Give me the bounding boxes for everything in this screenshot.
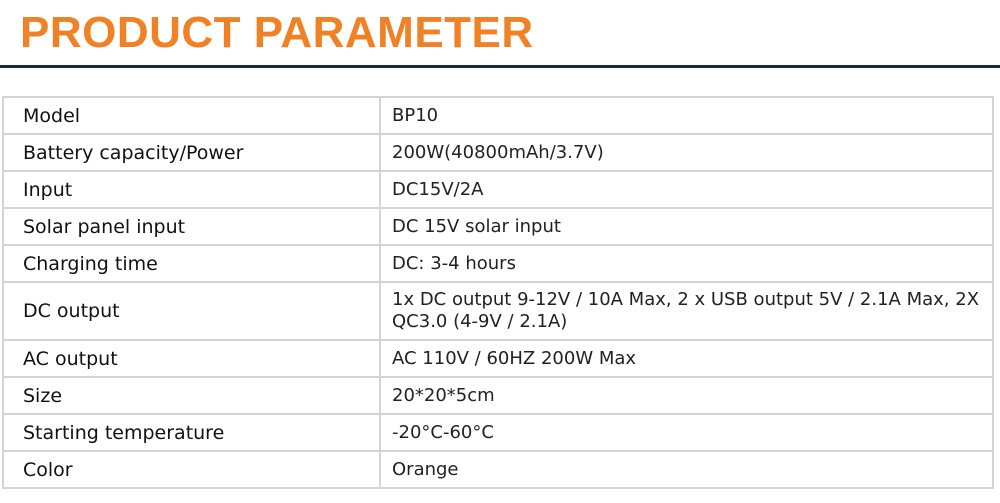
parameter-value: Orange [379, 450, 994, 489]
table-row: Battery capacity/Power 200W(40800mAh/3.7V… [2, 133, 994, 172]
parameter-value: DC15V/2A [379, 170, 994, 209]
parameter-value: 1x DC output 9-12V / 10A Max, 2 x USB ou… [379, 281, 994, 341]
parameter-label: Input [2, 170, 381, 209]
parameter-value: -20°C-60°C [379, 413, 994, 452]
parameter-value: 200W(40800mAh/3.7V) [379, 133, 994, 172]
parameter-label: Solar panel input [2, 207, 381, 246]
parameter-value: BP10 [379, 96, 994, 135]
parameter-label: Battery capacity/Power [2, 133, 381, 172]
parameter-label: Model [2, 96, 381, 135]
parameter-label: Starting temperature [2, 413, 381, 452]
parameter-label: DC output [2, 281, 381, 341]
parameter-label: Charging time [2, 244, 381, 283]
parameter-value: AC 110V / 60HZ 200W Max [379, 339, 994, 378]
table-row: Model BP10 [2, 96, 994, 135]
table-row: AC output AC 110V / 60HZ 200W Max [2, 339, 994, 378]
table-row: Size 20*20*5cm [2, 376, 994, 415]
table-row: Color Orange [2, 450, 994, 489]
parameter-table: Model BP10 Battery capacity/Power 200W(4080… [2, 96, 994, 489]
parameter-value: 20*20*5cm [379, 376, 994, 415]
parameter-label: Size [2, 376, 381, 415]
page-title: PRODUCT PARAMETER [20, 8, 534, 57]
table-row: Input DC15V/2A [2, 170, 994, 209]
table-row: Solar panel input DC 15V solar input [2, 207, 994, 246]
table-row: Charging time DC: 3-4 hours [2, 244, 994, 283]
parameter-label: AC output [2, 339, 381, 378]
title-divider [0, 65, 1000, 68]
parameter-value: DC: 3-4 hours [379, 244, 994, 283]
parameter-label: Color [2, 450, 381, 489]
table-row: Starting temperature -20°C-60°C [2, 413, 994, 452]
parameter-value: DC 15V solar input [379, 207, 994, 246]
table-row: DC output 1x DC output 9-12V / 10A Max, 2… [2, 281, 994, 341]
